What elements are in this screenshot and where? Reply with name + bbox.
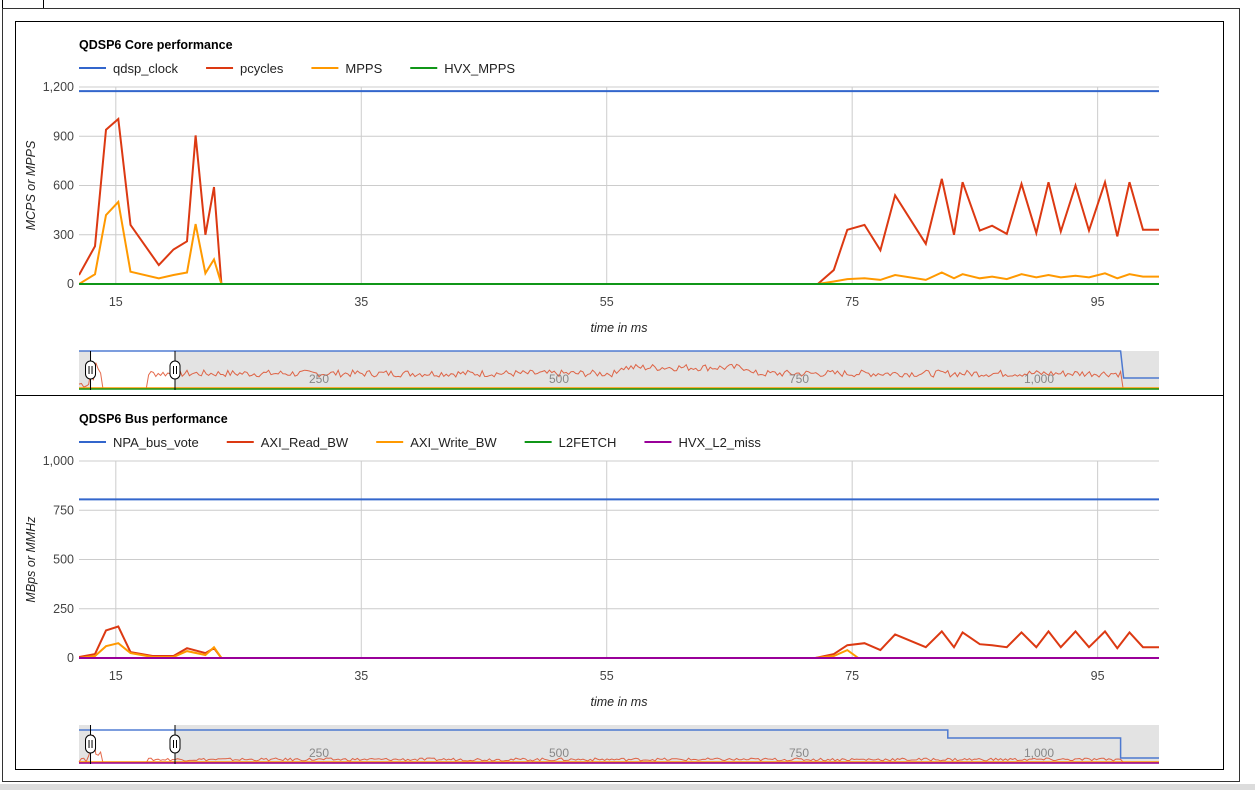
chart1-y-tick-label-1: 250 (53, 602, 74, 616)
bus-range-navigator[interactable]: 250 500 750 1,000 (15, 722, 1224, 770)
nav1-range-handle-left[interactable] (85, 734, 97, 754)
chart0-title: QDSP6 Core performance (79, 38, 233, 52)
nav1-tick-label-0: 250 (309, 746, 329, 760)
nav1-selection-window (90, 725, 175, 764)
chart0-y-tick-label-3: 900 (53, 129, 74, 143)
chart1-x-tick-label-2: 55 (600, 669, 614, 683)
chart1-x-tick-label-3: 75 (845, 669, 859, 683)
chart0-legend-label-0: qdsp_clock (113, 61, 179, 76)
chart0-legend-label-2: MPPS (345, 61, 382, 76)
core-range-navigator[interactable]: 250 500 750 1,000 (15, 348, 1224, 396)
chart0-y-tick-label-4: 1,200 (43, 80, 74, 94)
bus-navigator-svg[interactable]: 250 500 750 1,000 (16, 722, 1223, 769)
horizontal-scrollbar[interactable] (0, 784, 1255, 790)
chart0-x-tick-label-0: 15 (109, 295, 123, 309)
chart0-x-tick-label-4: 95 (1091, 295, 1105, 309)
chart0-y-tick-label-1: 300 (53, 228, 74, 242)
nav0-pcycles-trace (78, 362, 1159, 390)
chart1-legend-label-4: HVX_L2_miss (678, 435, 761, 450)
chart0-x-tick-label-3: 75 (845, 295, 859, 309)
chart1-legend-label-3: L2FETCH (559, 435, 617, 450)
chart1-legend-label-2: AXI_Write_BW (410, 435, 497, 450)
nav0-tick-label-3: 1,000 (1024, 372, 1054, 386)
chart0-y-tick-label-0: 0 (67, 277, 74, 291)
chart1-title: QDSP6 Bus performance (79, 412, 228, 426)
chart1-y-tick-label-2: 500 (53, 553, 74, 567)
chart1-series-line-AXI_Write_BW (79, 642, 1159, 659)
chart1-y-axis-title: MBps or MMHz (24, 516, 38, 603)
core-navigator-svg[interactable]: 250 500 750 1,000 (16, 348, 1223, 395)
nav1-blue-trace (79, 729, 1159, 759)
chart0-x-tick-label-1: 35 (354, 295, 368, 309)
nav0-tick-label-2: 750 (789, 372, 809, 386)
chart1-x-tick-label-1: 35 (354, 669, 368, 683)
chart0-y-tick-label-2: 600 (53, 179, 74, 193)
chart0-legend-label-1: pcycles (240, 61, 284, 76)
nav1-tick-label-2: 750 (789, 746, 809, 760)
chart0-legend-label-3: HVX_MPPS (444, 61, 515, 76)
chart1-y-tick-label-0: 0 (67, 651, 74, 665)
nav1-range-handle-right[interactable] (169, 734, 181, 754)
bus-performance-chart: QDSP6 Bus performance NPA_bus_vote AXI_Rea… (15, 395, 1224, 724)
chart1-series-line-AXI_Read_BW (79, 625, 1159, 659)
core-performance-svg: QDSP6 Core performance qdsp_clock pcycles M… (24, 38, 1159, 335)
chart0-y-axis-title: MCPS or MPPS (24, 140, 38, 230)
chart0-series-line-MPPS (79, 199, 1159, 285)
chart0-x-axis-title: time in ms (591, 321, 648, 335)
bus-performance-svg: QDSP6 Bus performance NPA_bus_vote AXI_Rea… (24, 412, 1159, 709)
chart1-legend-label-0: NPA_bus_vote (113, 435, 199, 450)
nav0-tick-label-1: 500 (549, 372, 569, 386)
nav0-blue-trace (79, 350, 1159, 379)
chart1-legend-label-1: AXI_Read_BW (261, 435, 349, 450)
core-performance-chart: QDSP6 Core performance qdsp_clock pcycles M… (15, 21, 1224, 350)
chart1-x-tick-label-4: 95 (1091, 669, 1105, 683)
chart1-y-tick-label-3: 750 (53, 503, 74, 517)
nav1-tick-label-1: 500 (549, 746, 569, 760)
nav1-tick-label-3: 1,000 (1024, 746, 1054, 760)
nav0-selection-window (90, 351, 175, 390)
nav1-pcycles-trace (78, 734, 1159, 764)
chart0-series-line-pcycles (79, 116, 1159, 285)
nav0-range-handle-left[interactable] (85, 360, 97, 380)
chart1-y-tick-label-4: 1,000 (43, 454, 74, 468)
chart1-x-axis-title: time in ms (591, 695, 648, 709)
nav0-range-handle-right[interactable] (169, 360, 181, 380)
chart0-x-tick-label-2: 55 (600, 295, 614, 309)
nav1-background (79, 725, 1159, 764)
nav0-tick-label-0: 250 (309, 372, 329, 386)
chart1-x-tick-label-0: 15 (109, 669, 123, 683)
